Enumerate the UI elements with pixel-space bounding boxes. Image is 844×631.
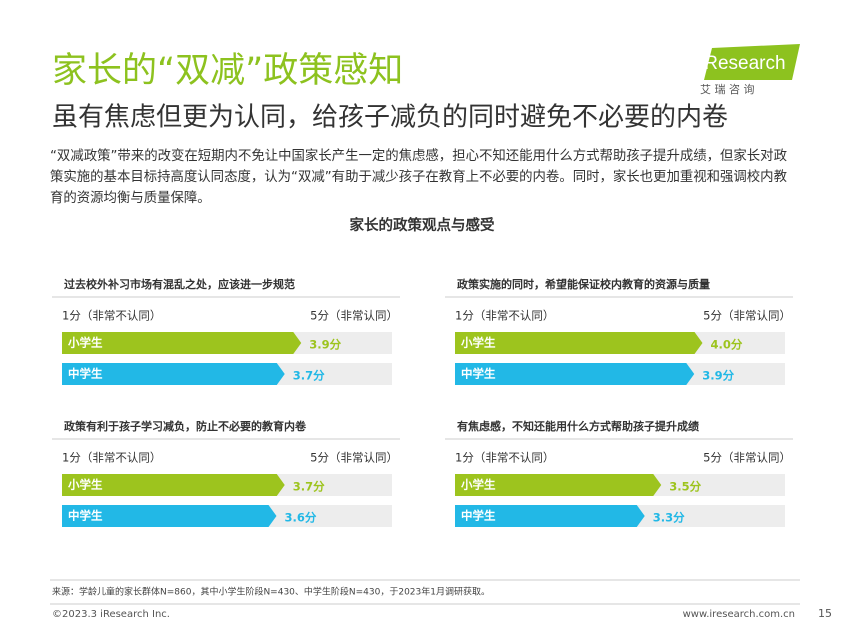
group-label: 中学生 [461,367,496,381]
panel-title: 有焦虑感，不知还能用什么方式帮助孩子提升成绩 [457,419,699,433]
group-label: 中学生 [68,509,103,523]
bar [62,474,285,496]
panel-title: 政策实施的同时，希望能保证校内教育的资源与质量 [457,277,710,291]
intro-box: “双减政策”带来的改变在短期内不免让中国家长产生一定的焦虑感，担心不知还能用什么… [50,149,787,206]
scale-min-label: 1分（非常不认同） [455,451,554,465]
title: 家长的“双减”政策感知 [52,51,403,91]
value-label: 3.6分 [285,511,317,525]
bar [455,363,695,385]
scale-min-label: 1分（非常不认同） [455,309,554,323]
value-label: 4.0分 [711,338,743,352]
value-label: 3.7分 [293,480,325,494]
copyright: ©2023.3 iResearch Inc. [52,609,170,620]
value-label: 3.9分 [702,369,734,383]
value-label: 3.9分 [309,338,341,352]
website: www.iresearch.com.cn [683,609,795,620]
bar [62,363,285,385]
scale-min-label: 1分（非常不认同） [62,451,161,465]
page-number: 15 [818,607,832,620]
group-label: 小学生 [67,336,103,350]
scale-max-label: 5分（非常认同） [310,451,398,465]
logo: iResearch [700,53,786,74]
value-label: 3.3分 [653,511,685,525]
source: 来源：学龄儿童的家长群体N=860，其中小学生阶段N=430、中学生阶段N=43… [52,586,490,598]
subtitle: 虽有焦虑但更为认同，给孩子减负的同时避免不必要的内卷 [52,103,728,133]
bar [455,474,662,496]
bar [455,505,645,527]
bar [62,332,302,354]
panel-title: 过去校外补习市场有混乱之处，应该进一步规范 [64,277,295,291]
value-label: 3.7分 [293,369,325,383]
intro: “双减政策”带来的改变在短期内不免让中国家长产生一定的焦虑感，担心不知还能用什么… [50,149,787,206]
scale-min-label: 1分（非常不认同） [62,309,161,323]
group-label: 中学生 [68,367,103,381]
group-label: 中学生 [461,509,496,523]
scale-max-label: 5分（非常认同） [310,309,398,323]
logo-cn: 艾 瑞 咨 询 [700,82,755,96]
group-label: 小学生 [460,478,496,492]
panel-title: 政策有利于孩子学习减负，防止不必要的教育内卷 [64,419,307,433]
value-label: 3.5分 [669,480,701,494]
group-label: 小学生 [460,336,496,350]
group-label: 小学生 [67,478,103,492]
scale-max-label: 5分（非常认同） [703,451,791,465]
bar [62,505,277,527]
logo-shape [704,44,800,80]
scale-max-label: 5分（非常认同） [703,309,791,323]
bar [455,332,703,354]
section-title: 家长的政策观点与感受 [350,216,495,234]
